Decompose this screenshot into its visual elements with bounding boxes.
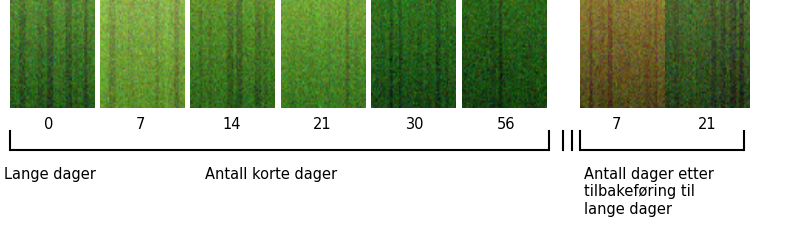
Text: 0: 0 <box>44 117 54 132</box>
Text: 21: 21 <box>697 117 716 132</box>
Text: Antall korte dager: Antall korte dager <box>205 166 337 181</box>
Text: 30: 30 <box>405 117 424 132</box>
Text: 7: 7 <box>611 117 621 132</box>
Text: 7: 7 <box>135 117 145 132</box>
Text: Lange dager: Lange dager <box>4 166 96 181</box>
Text: 56: 56 <box>497 117 515 132</box>
Text: Antall dager etter
tilbakeføring til
lange dager: Antall dager etter tilbakeføring til lan… <box>584 166 714 216</box>
Text: 14: 14 <box>223 117 242 132</box>
Text: 21: 21 <box>313 117 332 132</box>
